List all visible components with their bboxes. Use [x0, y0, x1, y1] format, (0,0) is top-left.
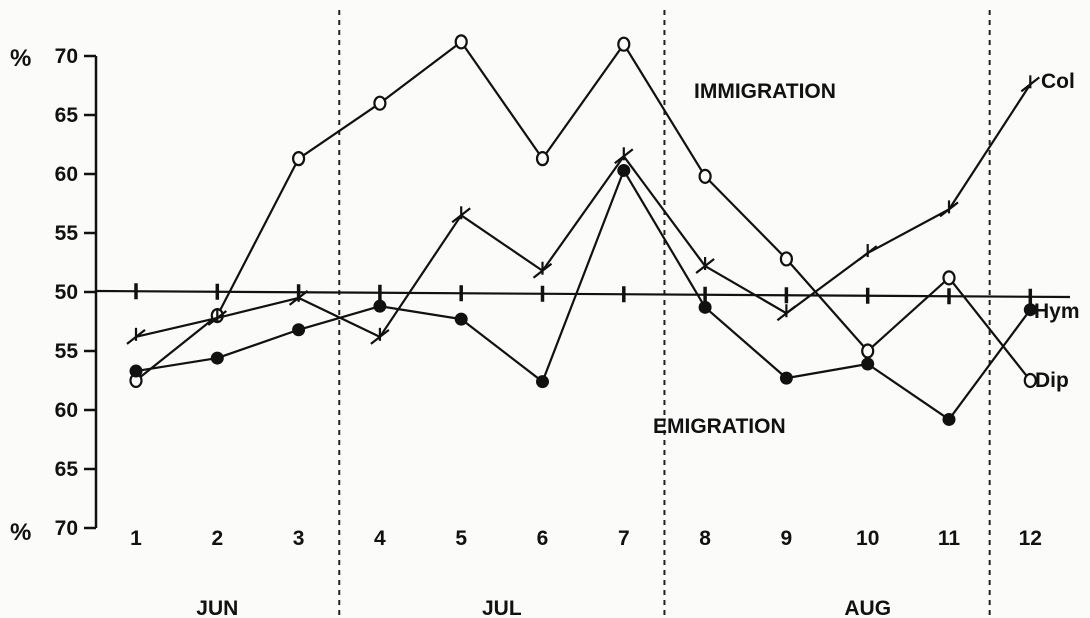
data-point-hym	[536, 375, 549, 389]
series-line-hym	[135, 169, 1032, 421]
y-tick-label: 65	[55, 458, 79, 481]
series-line-col	[135, 83, 1032, 338]
y-tick-label: 55	[55, 222, 79, 245]
series-label-col: Col	[1041, 70, 1075, 93]
x-tick-label: 2	[211, 527, 223, 550]
x-tick-label: 4	[374, 527, 386, 550]
data-point-hym	[617, 163, 631, 177]
reference-line	[95, 289, 1071, 299]
x-tick-label: 9	[781, 527, 793, 550]
data-point-col	[858, 244, 878, 261]
data-point-dip	[861, 343, 875, 359]
y-axis-unit-top: %	[10, 45, 31, 72]
data-point-col	[288, 288, 309, 306]
series-label-dip: Dip	[1035, 369, 1069, 392]
x-tick-label: 5	[455, 527, 467, 550]
x-tick-label: 10	[856, 527, 879, 550]
x-tick-label: 1	[130, 527, 142, 550]
y-tick-label: 60	[55, 399, 78, 422]
data-point-hym	[698, 300, 712, 314]
x-tick-label: 7	[618, 527, 630, 550]
x-tick-label: 3	[293, 527, 305, 550]
data-point-col	[126, 327, 146, 345]
series-line-dip	[135, 40, 1032, 382]
y-tick-label: 65	[55, 104, 79, 127]
y-axis-unit-bottom: %	[10, 519, 31, 546]
x-tick-label: 11	[938, 527, 961, 550]
y-tick-label: 70	[55, 45, 78, 68]
data-point-dip	[617, 36, 631, 52]
x-tick-label: 6	[537, 527, 549, 550]
data-point-dip	[373, 95, 387, 111]
annotation-emigration: EMIGRATION	[653, 415, 786, 438]
balance-reference-line	[95, 283, 1071, 305]
data-point-hym	[373, 299, 387, 313]
x-axis-tick-labels: 1 2 3 4 5 6 7 8 9 10 11 12	[130, 527, 1042, 550]
series-label-hym: Hym	[1034, 300, 1080, 323]
data-point-col	[614, 147, 634, 165]
data-point-col	[207, 308, 227, 326]
data-point-dip	[1023, 372, 1037, 389]
x-tick-label: 12	[1019, 527, 1042, 550]
y-tick-label: 60	[55, 163, 78, 186]
data-point-col	[532, 261, 553, 279]
data-point-hym	[292, 323, 306, 337]
month-dividers	[338, 10, 991, 618]
series-labels: Col Hym Dip	[1034, 70, 1080, 392]
data-point-col	[1020, 75, 1040, 93]
data-point-col	[939, 200, 959, 218]
month-label-jun: JUN	[196, 597, 238, 618]
annotation-immigration: IMMIGRATION	[694, 80, 836, 103]
data-point-hym	[861, 357, 875, 371]
y-tick-label: 50	[55, 281, 78, 304]
data-point-dip	[292, 151, 306, 167]
x-tick-label: 8	[699, 527, 711, 550]
month-label-jul: JUL	[482, 597, 522, 618]
y-tick-label: 55	[55, 340, 79, 363]
month-label-aug: AUG	[844, 597, 891, 618]
y-axis: % % 70 65 60 55 50 55 60 65 70	[10, 45, 98, 546]
data-point-hym	[779, 371, 793, 385]
data-point-dip	[942, 270, 956, 286]
data-point-hym	[454, 312, 468, 326]
month-labels: JUN JUL AUG	[196, 597, 891, 618]
data-point-dip	[535, 151, 550, 167]
y-tick-label: 70	[55, 517, 78, 540]
series-lines	[126, 34, 1040, 426]
data-point-col	[776, 304, 797, 322]
data-point-dip	[779, 251, 794, 267]
data-point-hym	[1023, 303, 1037, 317]
data-point-dip	[454, 34, 468, 50]
data-point-hym	[129, 364, 143, 378]
data-point-col	[695, 257, 715, 274]
data-point-col	[370, 327, 390, 345]
data-point-col	[451, 206, 471, 224]
data-point-hym	[942, 412, 956, 426]
data-point-hym	[210, 351, 224, 365]
data-point-dip	[698, 168, 712, 184]
